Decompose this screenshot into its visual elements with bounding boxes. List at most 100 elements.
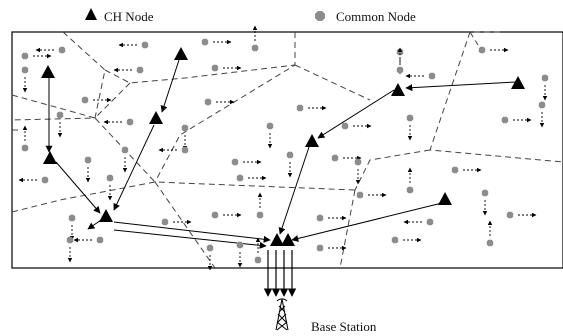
common-node-dot <box>331 154 339 162</box>
common-node-1 <box>35 46 66 54</box>
ch-node-7 <box>511 76 525 89</box>
common-node-dot <box>251 44 259 52</box>
common-node-dot <box>478 46 486 54</box>
common-node-dot <box>161 218 169 226</box>
field-boundary <box>11 31 563 269</box>
link-arrow-3 <box>160 59 180 113</box>
common-node-dot <box>181 124 189 132</box>
common-node-dot <box>211 211 219 219</box>
ch-node-6 <box>391 83 405 96</box>
common-node-48 <box>391 236 422 244</box>
link-arrow-1 <box>317 89 395 139</box>
common-node-dot <box>538 101 546 109</box>
common-node-dot <box>126 118 134 126</box>
legend-common-label: Common Node <box>336 9 416 24</box>
common-node-dot <box>84 156 92 164</box>
common-node-31 <box>341 122 372 130</box>
region-border-0 <box>11 31 106 121</box>
common-node-dot <box>211 64 219 72</box>
common-node-3 <box>81 96 112 104</box>
common-node-38 <box>406 167 414 194</box>
common-node-dot <box>541 74 549 82</box>
common-node-4 <box>56 111 64 138</box>
common-node-36 <box>331 154 362 162</box>
common-node-dot <box>68 214 76 222</box>
common-node-14 <box>103 118 134 126</box>
common-node-dot <box>428 72 436 80</box>
common-node-8 <box>106 174 114 201</box>
common-node-5 <box>21 125 29 152</box>
region-border-1 <box>11 94 96 119</box>
common-node-dot <box>41 176 49 184</box>
region-border-4 <box>154 32 296 183</box>
common-node-dot <box>81 96 89 104</box>
region-border-9 <box>154 181 216 269</box>
common-node-0 <box>21 52 52 60</box>
common-node-dot <box>341 122 349 130</box>
common-node-dot <box>256 211 264 219</box>
ch-node-1 <box>41 65 55 78</box>
common-node-30 <box>316 214 347 222</box>
common-node-50 <box>161 218 192 226</box>
base-station-uplink-arrows <box>263 250 297 297</box>
common-node-dot <box>486 239 494 247</box>
common-node-15 <box>121 146 129 173</box>
common-node-dot <box>406 114 414 122</box>
common-node-52 <box>316 244 347 252</box>
common-node-dot <box>181 146 189 154</box>
region-border-7 <box>354 149 431 191</box>
common-node-dot <box>136 66 144 74</box>
common-node-dot <box>396 66 404 74</box>
common-node-35 <box>406 114 414 141</box>
ch-node-4 <box>99 209 113 222</box>
common-node-24 <box>296 104 327 112</box>
link-arrow-7 <box>113 221 271 243</box>
link-arrow-6 <box>55 161 101 214</box>
common-node-dot <box>56 111 64 119</box>
common-node-17 <box>211 64 242 72</box>
common-node-dot <box>316 244 324 252</box>
common-node-dot <box>204 98 212 106</box>
common-node-16 <box>201 38 232 46</box>
region-border-3 <box>94 82 156 183</box>
common-node-dot <box>266 122 274 130</box>
region-border-6 <box>429 31 563 163</box>
common-node-49 <box>206 244 214 271</box>
common-node-42 <box>501 116 532 124</box>
link-arrow-9 <box>291 202 443 242</box>
common-node-dot <box>356 191 364 199</box>
legend-ch-icon <box>85 8 97 20</box>
antenna-tower-icon <box>275 298 289 331</box>
common-node-18 <box>251 25 259 52</box>
region-partitions <box>11 31 563 269</box>
common-node-dot <box>106 174 114 182</box>
common-node-23 <box>266 122 274 149</box>
common-node-22 <box>231 158 262 166</box>
common-node-dot <box>254 256 262 264</box>
common-node-dot <box>141 41 149 49</box>
cluster-head-links <box>45 59 517 249</box>
common-node-21 <box>158 146 189 154</box>
common-node-40 <box>451 166 482 174</box>
common-node-dot <box>354 158 362 166</box>
cluster-heads <box>41 47 525 246</box>
common-node-43 <box>538 101 546 128</box>
common-node-2 <box>21 66 29 93</box>
legend-ch-label: CH Node <box>104 9 154 24</box>
link-arrow-4 <box>113 124 155 211</box>
common-node-44 <box>541 74 549 101</box>
common-node-dot <box>451 166 459 174</box>
common-node-11 <box>66 236 74 263</box>
common-node-dot <box>506 211 514 219</box>
ch-node-8 <box>438 192 452 205</box>
common-node-33 <box>396 47 404 74</box>
common-node-dot <box>21 144 29 152</box>
ch-node-10 <box>281 233 295 246</box>
common-node-29 <box>236 241 244 268</box>
common-node-47 <box>486 220 494 247</box>
common-node-45 <box>481 189 489 216</box>
common-node-12 <box>118 41 149 49</box>
base-station <box>263 250 297 331</box>
ch-node-2 <box>149 111 163 124</box>
common-node-20 <box>181 124 189 151</box>
